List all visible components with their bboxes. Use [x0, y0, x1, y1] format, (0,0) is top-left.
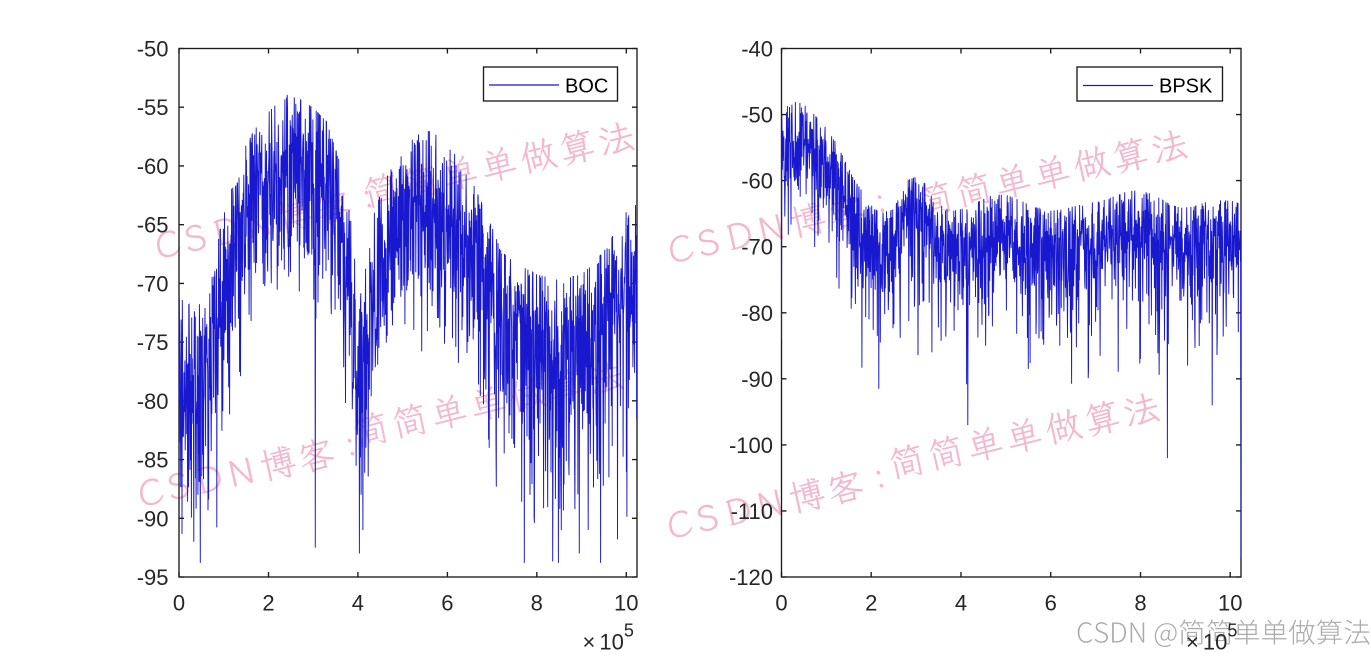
svg-text:-110: -110 — [731, 499, 773, 524]
svg-text:-60: -60 — [137, 154, 169, 179]
svg-text:4: 4 — [352, 591, 364, 616]
svg-text:-50: -50 — [137, 37, 169, 62]
svg-text:-75: -75 — [137, 330, 169, 355]
svg-text:-90: -90 — [741, 367, 773, 392]
svg-text:-120: -120 — [729, 565, 773, 590]
svg-text:×105: × 105 — [583, 621, 634, 655]
svg-text:10: 10 — [614, 591, 638, 616]
svg-text:8: 8 — [531, 591, 543, 616]
svg-text:-70: -70 — [741, 235, 773, 260]
svg-text:0: 0 — [775, 591, 787, 616]
svg-text:0: 0 — [173, 591, 185, 616]
svg-text:-80: -80 — [137, 389, 169, 414]
svg-text:-40: -40 — [741, 37, 773, 62]
svg-text:-50: -50 — [741, 103, 773, 128]
svg-text:-85: -85 — [137, 448, 169, 473]
svg-text:2: 2 — [865, 591, 877, 616]
svg-text:-80: -80 — [741, 301, 773, 326]
svg-text:8: 8 — [1134, 591, 1146, 616]
svg-text:-70: -70 — [137, 271, 169, 296]
svg-text:6: 6 — [1045, 591, 1057, 616]
svg-text:-55: -55 — [137, 95, 169, 120]
svg-text:BOC: BOC — [565, 75, 608, 97]
svg-text:×105: × 105 — [1186, 621, 1237, 655]
svg-text:-95: -95 — [137, 565, 169, 590]
svg-text:2: 2 — [262, 591, 274, 616]
svg-text:-60: -60 — [741, 169, 773, 194]
svg-text:-100: -100 — [729, 433, 773, 458]
svg-text:-65: -65 — [137, 213, 169, 238]
svg-text:-90: -90 — [137, 506, 169, 531]
svg-text:4: 4 — [955, 591, 967, 616]
svg-text:10: 10 — [1218, 591, 1242, 616]
svg-text:BPSK: BPSK — [1159, 76, 1213, 98]
svg-text:6: 6 — [441, 591, 453, 616]
